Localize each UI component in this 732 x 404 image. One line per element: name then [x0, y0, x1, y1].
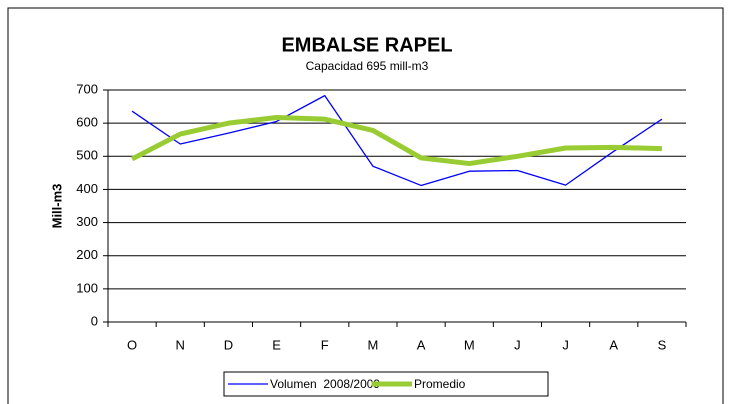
- y-tick-label: 700: [76, 81, 98, 96]
- y-tick-label: 600: [76, 115, 98, 130]
- y-tick-label: 400: [76, 181, 98, 196]
- x-tick-label: M: [367, 337, 378, 352]
- x-tick-label: A: [609, 337, 618, 352]
- x-tick-label: E: [272, 337, 281, 352]
- series-line: [130, 115, 662, 167]
- x-tick-label: D: [224, 337, 233, 352]
- y-tick-label: 0: [91, 313, 98, 328]
- x-tick-label: M: [464, 337, 475, 352]
- x-tick-label: A: [417, 337, 426, 352]
- series-line: [131, 94, 663, 187]
- y-tick-label: 300: [76, 214, 98, 229]
- chart-frame: [7, 7, 724, 404]
- x-tick-label: O: [127, 337, 137, 352]
- legend-label: Volumen 2008/2009: [270, 377, 380, 391]
- x-tick-label: F: [321, 337, 329, 352]
- x-tick-label: J: [562, 337, 569, 352]
- chart-title: EMBALSE RAPEL: [281, 34, 452, 56]
- legend-label: Promedio: [414, 377, 466, 391]
- y-axis-label: Mill-m3: [49, 184, 64, 229]
- y-tick-label: 100: [76, 280, 98, 295]
- y-tick-label: 200: [76, 247, 98, 262]
- x-tick-label: J: [514, 337, 521, 352]
- x-tick-label: S: [658, 337, 667, 352]
- chart-subtitle: Capacidad 695 mill-m3: [306, 59, 429, 73]
- x-tick-label: N: [176, 337, 185, 352]
- y-tick-label: 500: [76, 148, 98, 163]
